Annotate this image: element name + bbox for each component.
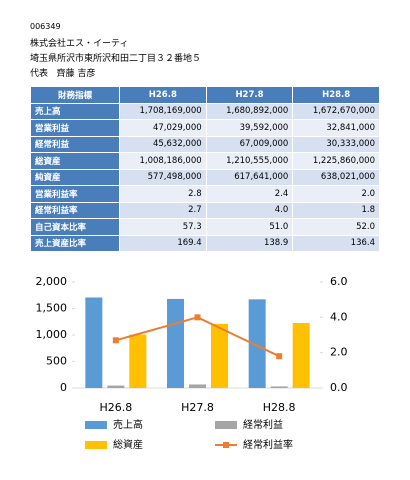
cell: H28.8	[292, 86, 380, 104]
cell: 169.4	[119, 234, 207, 252]
bar	[292, 323, 310, 388]
cell: 1,708,169,000	[119, 102, 207, 120]
marker	[276, 353, 283, 360]
legend-swatch	[215, 421, 237, 429]
finance-table: 財務指標 H26.8 H27.8 H28.8 売上高 1,708,169,000 1,680…	[30, 86, 380, 252]
table-row: 営業利益 47,029,000 39,592,000 32,841,000	[30, 119, 380, 137]
bar	[167, 298, 184, 388]
bar	[189, 384, 206, 388]
y-tick-label: 1,000	[36, 328, 68, 341]
table-row: 売上資産比率 169.4 138.9 136.4	[30, 234, 380, 252]
row-label: 総資産	[30, 152, 120, 170]
cell: 52.0	[292, 218, 380, 236]
cell: 67,009,000	[205, 135, 294, 153]
legend-label: 売上高	[113, 418, 143, 431]
y-tick-label: 500	[46, 355, 67, 368]
cell: 638,021,000	[292, 168, 380, 186]
y2-tick-label: 4.0	[330, 310, 348, 323]
cell: 1.8	[292, 201, 380, 219]
cell: 1,672,670,000	[292, 102, 380, 120]
row-label: 営業利益率	[30, 185, 120, 203]
legend-swatch	[223, 442, 229, 448]
row-label: 経常利益	[30, 135, 120, 153]
legend-label: 経常利益	[243, 418, 283, 431]
y-tick-label: 2,000	[36, 275, 68, 288]
cell: 39,592,000	[205, 119, 294, 137]
address: 埼玉県所沢市東所沢和田二丁目３２番地５	[30, 54, 202, 64]
table-row: 経常利益率 2.7 4.0 1.8	[30, 201, 380, 219]
x-tick-label: H28.8	[263, 401, 296, 414]
rep-name: 齊藤 吉彦	[56, 69, 96, 79]
legend-swatch	[85, 421, 107, 429]
bar	[107, 385, 125, 388]
x-tick-label: H26.8	[99, 401, 132, 414]
y2-tick-label: 2.0	[330, 346, 348, 359]
table-row: 経常利益 45,632,000 67,009,000 30,333,000	[30, 135, 380, 153]
table-row: 総資産 1,008,186,000 1,210,555,000 1,225,860,0…	[30, 152, 380, 170]
table-row: 財務指標 H26.8 H27.8 H28.8	[30, 86, 380, 104]
cell: 57.3	[119, 218, 207, 236]
cell: 45,632,000	[119, 135, 207, 153]
cell: 1,008,186,000	[119, 152, 207, 170]
cell: 138.9	[205, 234, 294, 252]
y2-tick-label: 0.0	[330, 381, 348, 394]
row-label: 営業利益	[30, 119, 120, 137]
row-label: 純資産	[30, 168, 120, 186]
cell: 136.4	[292, 234, 380, 252]
y-tick-label: 0	[60, 381, 67, 394]
cell: 2.4	[205, 185, 294, 203]
cell: 4.0	[205, 201, 294, 219]
table-row: 純資産 577,498,000 617,641,000 638,021,000	[30, 168, 380, 186]
bar	[248, 299, 266, 388]
company: 株式会社エス・イーティ	[30, 39, 129, 49]
cell: 2.7	[119, 201, 207, 219]
y-tick-label: 1,500	[36, 302, 68, 315]
bar	[129, 334, 147, 388]
cell: 32,841,000	[292, 119, 380, 137]
representative: 代表 齊藤 吉彦	[30, 66, 95, 79]
y2-tick-label: 6.0	[330, 275, 348, 288]
row-label: 経常利益率	[30, 201, 120, 219]
cell: 1,680,892,000	[205, 102, 294, 120]
cell: 30,333,000	[292, 135, 380, 153]
row-label: 売上高	[30, 102, 120, 120]
cell: 577,498,000	[119, 168, 207, 186]
cell: 2.0	[292, 185, 380, 203]
cell: 1,225,860,000	[292, 152, 380, 170]
cell: H26.8	[119, 86, 207, 104]
cell: 51.0	[205, 218, 294, 236]
cell: H27.8	[205, 86, 294, 104]
bar	[211, 323, 228, 388]
table-row: 売上高 1,708,169,000 1,680,892,000 1,672,670,0…	[30, 102, 380, 120]
table-row: 自己資本比率 57.3 51.0 52.0	[30, 218, 380, 236]
row-label: 財務指標	[30, 86, 120, 104]
bar	[270, 386, 288, 388]
code: 006349	[30, 22, 61, 31]
x-tick-label: H27.8	[181, 401, 214, 414]
bar	[85, 297, 103, 388]
cell: 2.8	[119, 185, 207, 203]
legend-label: 総資産	[113, 438, 143, 451]
legend-swatch	[85, 441, 107, 449]
cell: 617,641,000	[205, 168, 294, 186]
marker	[112, 337, 119, 344]
row-label: 売上資産比率	[30, 234, 120, 252]
legend-label: 経常利益率	[243, 438, 293, 451]
marker	[194, 314, 201, 321]
row-label: 自己資本比率	[30, 218, 120, 236]
cell: 1,210,555,000	[205, 152, 294, 170]
table-row: 営業利益率 2.8 2.4 2.0	[30, 185, 380, 203]
rep-label: 代表	[30, 69, 49, 79]
chart: 0 500 1,000 1,500 2,000 0.0 2.0 4.0 6.0 H26.8 H27.…	[36, 275, 348, 451]
cell: 47,029,000	[119, 119, 207, 137]
